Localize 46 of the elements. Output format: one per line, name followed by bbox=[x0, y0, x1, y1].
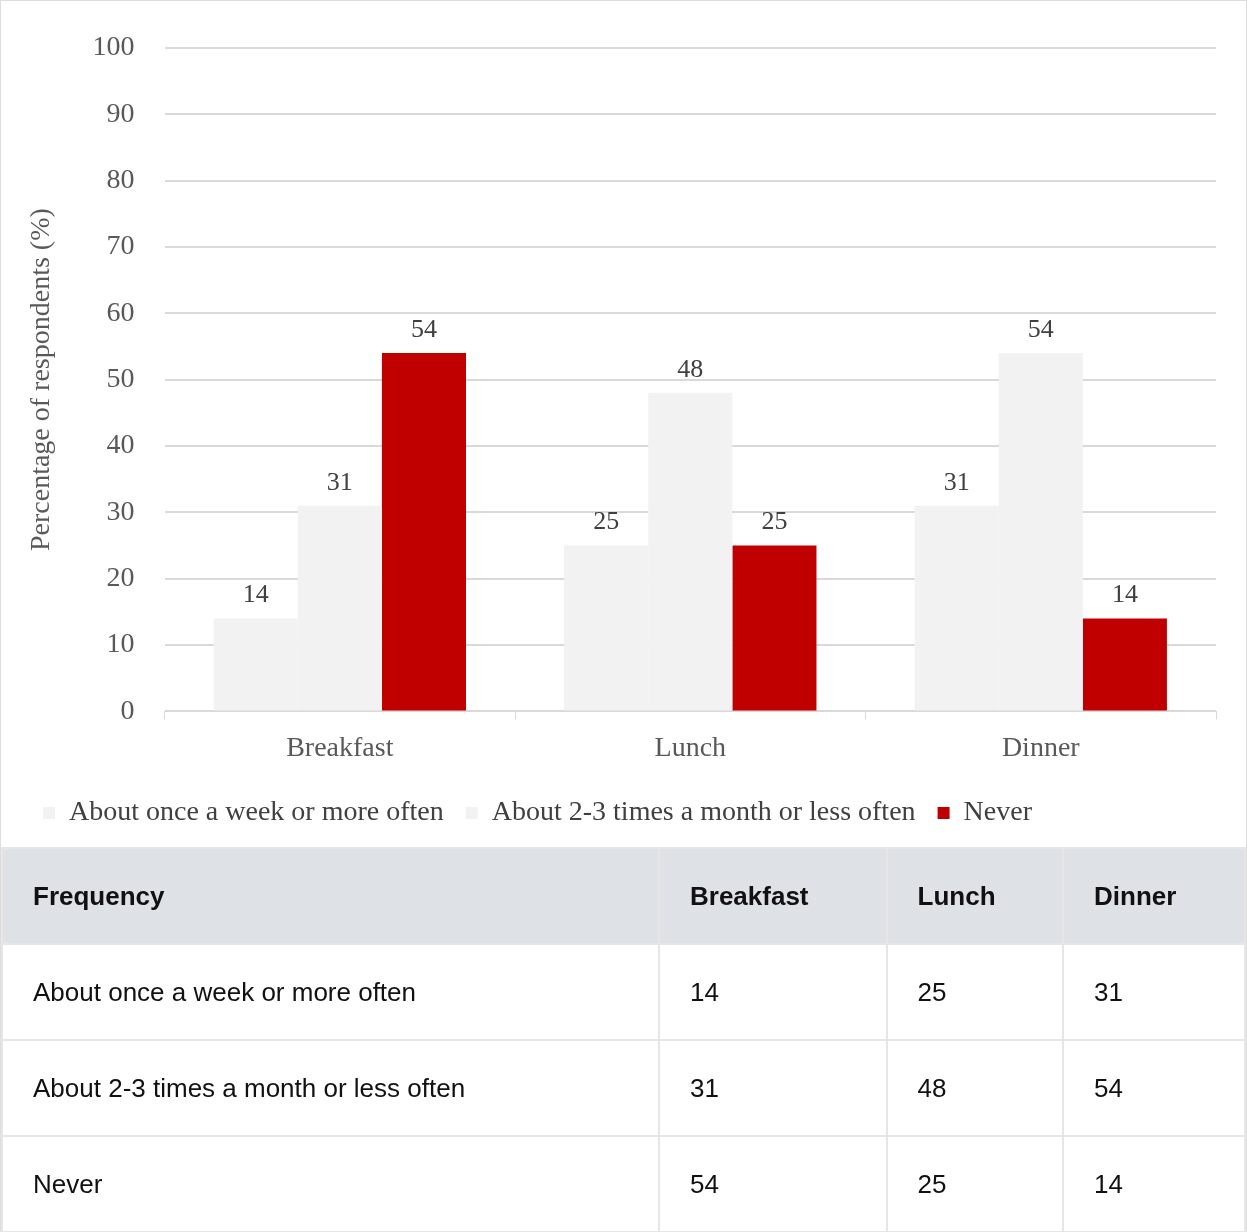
y-tick-label: 40 bbox=[106, 428, 135, 460]
y-tick-label: 80 bbox=[106, 162, 135, 194]
category-label: Dinner bbox=[1063, 848, 1245, 944]
x-tick-label: Breakfast bbox=[286, 730, 394, 762]
data-label: 31 bbox=[1063, 944, 1245, 1040]
y-tick-label: 0 bbox=[120, 693, 135, 725]
y-tick-label: 90 bbox=[106, 96, 135, 128]
x-tick-label: Dinner bbox=[1001, 730, 1081, 762]
category-label: Lunch bbox=[886, 848, 1064, 944]
y-tick-label: 100 bbox=[92, 30, 135, 62]
data-label: 54 bbox=[659, 1136, 887, 1232]
data-label: 31 bbox=[943, 466, 970, 496]
text: About 2-3 times a month or less often bbox=[2, 1040, 659, 1136]
data-label: 48 bbox=[886, 1040, 1064, 1136]
bar bbox=[732, 545, 817, 711]
category-label: Breakfast bbox=[659, 848, 887, 944]
legend-label: About 2-3 times a month or less often bbox=[491, 795, 916, 827]
data-label: 14 bbox=[242, 579, 269, 609]
text: About once a week or more often bbox=[2, 944, 659, 1040]
bar bbox=[1082, 618, 1167, 711]
y-axis-title: Percentage of respondents (%) bbox=[24, 208, 56, 552]
x-tick-label: Lunch bbox=[654, 730, 727, 762]
y-tick-label: 60 bbox=[106, 295, 135, 327]
data-label: 25 bbox=[593, 506, 620, 536]
data-label: 54 bbox=[1027, 313, 1054, 343]
bar bbox=[381, 353, 466, 711]
data-label: 14 bbox=[659, 944, 887, 1040]
data-label: 54 bbox=[1063, 1040, 1245, 1136]
text: Frequency bbox=[2, 848, 659, 944]
y-tick-label: 20 bbox=[106, 561, 135, 593]
text: Never bbox=[2, 1136, 659, 1232]
y-tick-label: 70 bbox=[106, 229, 135, 261]
legend-label: About once a week or more often bbox=[69, 795, 444, 827]
y-tick-label: 30 bbox=[106, 494, 135, 526]
legend-label: Never bbox=[963, 795, 1033, 827]
data-label: 25 bbox=[761, 506, 788, 536]
data-label: 54 bbox=[410, 313, 437, 343]
data-label: 14 bbox=[1111, 579, 1138, 609]
data-label: 25 bbox=[886, 1136, 1064, 1232]
y-tick-label: 10 bbox=[106, 627, 135, 659]
data-label: 25 bbox=[886, 944, 1064, 1040]
y-tick-label: 50 bbox=[106, 361, 135, 393]
data-label: 31 bbox=[659, 1040, 887, 1136]
data-label: 31 bbox=[326, 466, 353, 496]
data-label: 48 bbox=[677, 353, 704, 383]
data-label: 14 bbox=[1063, 1136, 1245, 1232]
